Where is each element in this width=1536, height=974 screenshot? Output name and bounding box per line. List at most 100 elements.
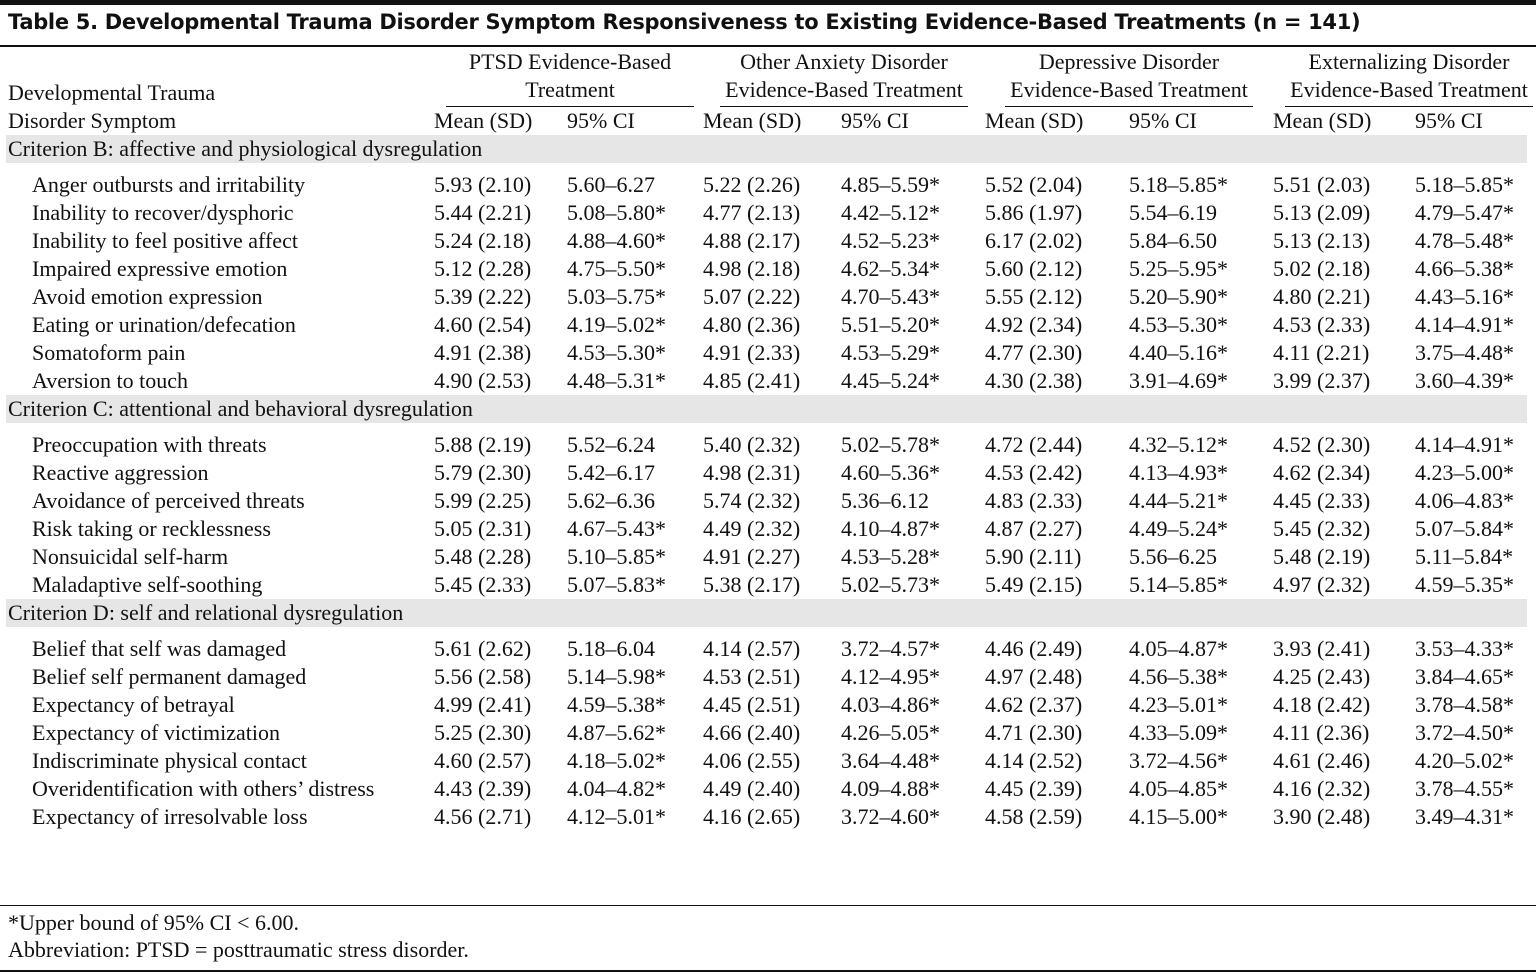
group-header: Depressive Disorder Evidence-Based Treat… — [985, 48, 1273, 107]
mean-sd: 5.38 (2.17) — [703, 572, 801, 597]
mean-sd: 4.80 (2.36) — [703, 312, 801, 337]
mean-sd: 5.61 (2.62) — [434, 636, 532, 661]
data-row: Expectancy of victimization 5.25 (2.30) 4.… — [6, 719, 1527, 747]
symptom-label: Avoid emotion expression — [32, 284, 263, 309]
symptom-cell: Expectancy of victimization — [6, 719, 434, 747]
table-title: Table 5. Developmental Trauma Disorder S… — [8, 10, 1361, 34]
mean-sd: 4.90 (2.53) — [434, 368, 532, 393]
symptom-cell: Expectancy of irresolvable loss — [6, 803, 434, 831]
confidence-interval: 5.07–5.83* — [567, 572, 666, 597]
confidence-interval: 4.52–5.23* — [841, 228, 940, 253]
symptom-cell: Reactive aggression — [6, 459, 434, 487]
data-row: Inability to feel positive affect 5.24 (2… — [6, 227, 1527, 255]
mean-sd: 4.62 (2.37) — [985, 692, 1083, 717]
column-header: 95% CI — [841, 108, 909, 133]
confidence-interval: 4.56–5.38* — [1129, 664, 1228, 689]
mean-sd: 5.49 (2.15) — [985, 572, 1083, 597]
confidence-interval: 4.60–5.36* — [841, 460, 940, 485]
mean-sd: 4.98 (2.18) — [703, 256, 801, 281]
mean-sd: 5.86 (1.97) — [985, 200, 1083, 225]
symptom-label: Preoccupation with threats — [32, 432, 267, 457]
confidence-interval: 4.15–5.00* — [1129, 804, 1228, 829]
mean-sd: 5.13 (2.13) — [1273, 228, 1371, 253]
mean-sd: 4.91 (2.38) — [434, 340, 532, 365]
data-row: Anger outbursts and irritability 5.93 (2.… — [6, 171, 1527, 199]
group-name: Other Anxiety Disorder Evidence-Based Tr… — [720, 48, 968, 107]
confidence-interval: 4.85–5.59* — [841, 172, 940, 197]
mean-sd: 4.56 (2.71) — [434, 804, 532, 829]
confidence-interval: 4.59–5.35* — [1415, 572, 1514, 597]
confidence-interval: 4.53–5.30* — [1129, 312, 1228, 337]
row-label-text: Developmental Trauma Disorder Symptom — [8, 80, 216, 133]
mean-sd: 5.39 (2.22) — [434, 284, 532, 309]
symptom-label: Aversion to touch — [32, 368, 189, 393]
mean-sd: 5.48 (2.19) — [1273, 544, 1371, 569]
mean-sd: 4.53 (2.51) — [703, 664, 801, 689]
mean-sd: 4.66 (2.40) — [703, 720, 801, 745]
column-header: 95% CI — [1415, 108, 1483, 133]
symptom-cell: Avoidance of perceived threats — [6, 487, 434, 515]
confidence-interval: 4.05–4.85* — [1129, 776, 1228, 801]
symptom-cell: Aversion to touch — [6, 367, 434, 395]
mean-sd: 4.77 (2.30) — [985, 340, 1083, 365]
mean-sd: 4.88 (2.17) — [703, 228, 801, 253]
symptom-label: Maladaptive self-soothing — [32, 572, 263, 597]
mean-sd: 4.53 (2.42) — [985, 460, 1083, 485]
confidence-interval: 3.91–4.69* — [1129, 368, 1228, 393]
confidence-interval: 5.14–5.98* — [567, 664, 666, 689]
mean-sd: 4.52 (2.30) — [1273, 432, 1371, 457]
symptom-cell: Anger outbursts and irritability — [6, 171, 434, 199]
mean-sd: 4.92 (2.34) — [985, 312, 1083, 337]
data-row: Expectancy of irresolvable loss 4.56 (2.7… — [6, 803, 1527, 831]
symptom-cell: Indiscriminate physical contact — [6, 747, 434, 775]
symptom-cell: Somatoform pain — [6, 339, 434, 367]
confidence-interval: 4.87–5.62* — [567, 720, 666, 745]
confidence-interval: 4.14–4.91* — [1415, 312, 1514, 337]
mean-sd: 5.51 (2.03) — [1273, 172, 1371, 197]
confidence-interval: 4.03–4.86* — [841, 692, 940, 717]
confidence-interval: 4.20–5.02* — [1415, 748, 1514, 773]
symptom-label: Eating or urination/defecation — [32, 312, 296, 337]
mean-sd: 6.17 (2.02) — [985, 228, 1083, 253]
mean-sd: 5.12 (2.28) — [434, 256, 532, 281]
symptom-label: Indiscriminate physical contact — [32, 748, 307, 773]
column-header: Mean (SD) — [703, 108, 802, 133]
mean-sd: 4.46 (2.49) — [985, 636, 1083, 661]
mean-sd: 4.60 (2.57) — [434, 748, 532, 773]
mean-sd: 4.80 (2.21) — [1273, 284, 1371, 309]
symptom-label: Reactive aggression — [32, 460, 209, 485]
symptom-label: Expectancy of victimization — [32, 720, 281, 745]
mean-sd: 4.43 (2.39) — [434, 776, 532, 801]
confidence-interval: 4.53–5.28* — [841, 544, 940, 569]
mean-sd: 5.60 (2.12) — [985, 256, 1083, 281]
data-row: Maladaptive self-soothing 5.45 (2.33) 5.07… — [6, 571, 1527, 599]
symptom-cell: Belief that self was damaged — [6, 635, 434, 663]
confidence-interval: 4.45–5.24* — [841, 368, 940, 393]
confidence-interval: 4.48–5.31* — [567, 368, 666, 393]
mean-sd: 4.58 (2.59) — [985, 804, 1083, 829]
symptom-label: Belief that self was damaged — [32, 636, 287, 661]
confidence-interval: 4.12–5.01* — [567, 804, 666, 829]
symptom-label: Anger outbursts and irritability — [32, 172, 306, 197]
confidence-interval: 5.14–5.85* — [1129, 572, 1228, 597]
symptom-cell: Expectancy of betrayal — [6, 691, 434, 719]
confidence-interval: 4.67–5.43* — [567, 516, 666, 541]
confidence-interval: 5.07–5.84* — [1415, 516, 1514, 541]
symptom-cell: Preoccupation with threats — [6, 431, 434, 459]
footnote: *Upper bound of 95% CI < 6.00. — [8, 910, 300, 935]
confidence-interval: 4.70–5.43* — [841, 284, 940, 309]
section-row: Criterion B: affective and physiological… — [6, 135, 1527, 163]
mean-sd: 4.85 (2.41) — [703, 368, 801, 393]
group-header: Other Anxiety Disorder Evidence-Based Tr… — [703, 48, 985, 107]
confidence-interval: 5.03–5.75* — [567, 284, 666, 309]
symptom-label: Inability to recover/dysphoric — [32, 200, 294, 225]
confidence-interval: 4.06–4.83* — [1415, 488, 1514, 513]
mean-sd: 5.90 (2.11) — [985, 544, 1082, 569]
mean-sd: 5.25 (2.30) — [434, 720, 532, 745]
symptom-label: Avoidance of perceived threats — [32, 488, 305, 513]
page-bottom-rule — [0, 970, 1536, 972]
data-row: Nonsuicidal self-harm 5.48 (2.28) 5.10–5.8… — [6, 543, 1527, 571]
section-title: Criterion D: self and relational dysregu… — [6, 599, 1527, 627]
symptom-cell: Nonsuicidal self-harm — [6, 543, 434, 571]
group-header: Externalizing Disorder Evidence-Based Tr… — [1273, 48, 1533, 107]
